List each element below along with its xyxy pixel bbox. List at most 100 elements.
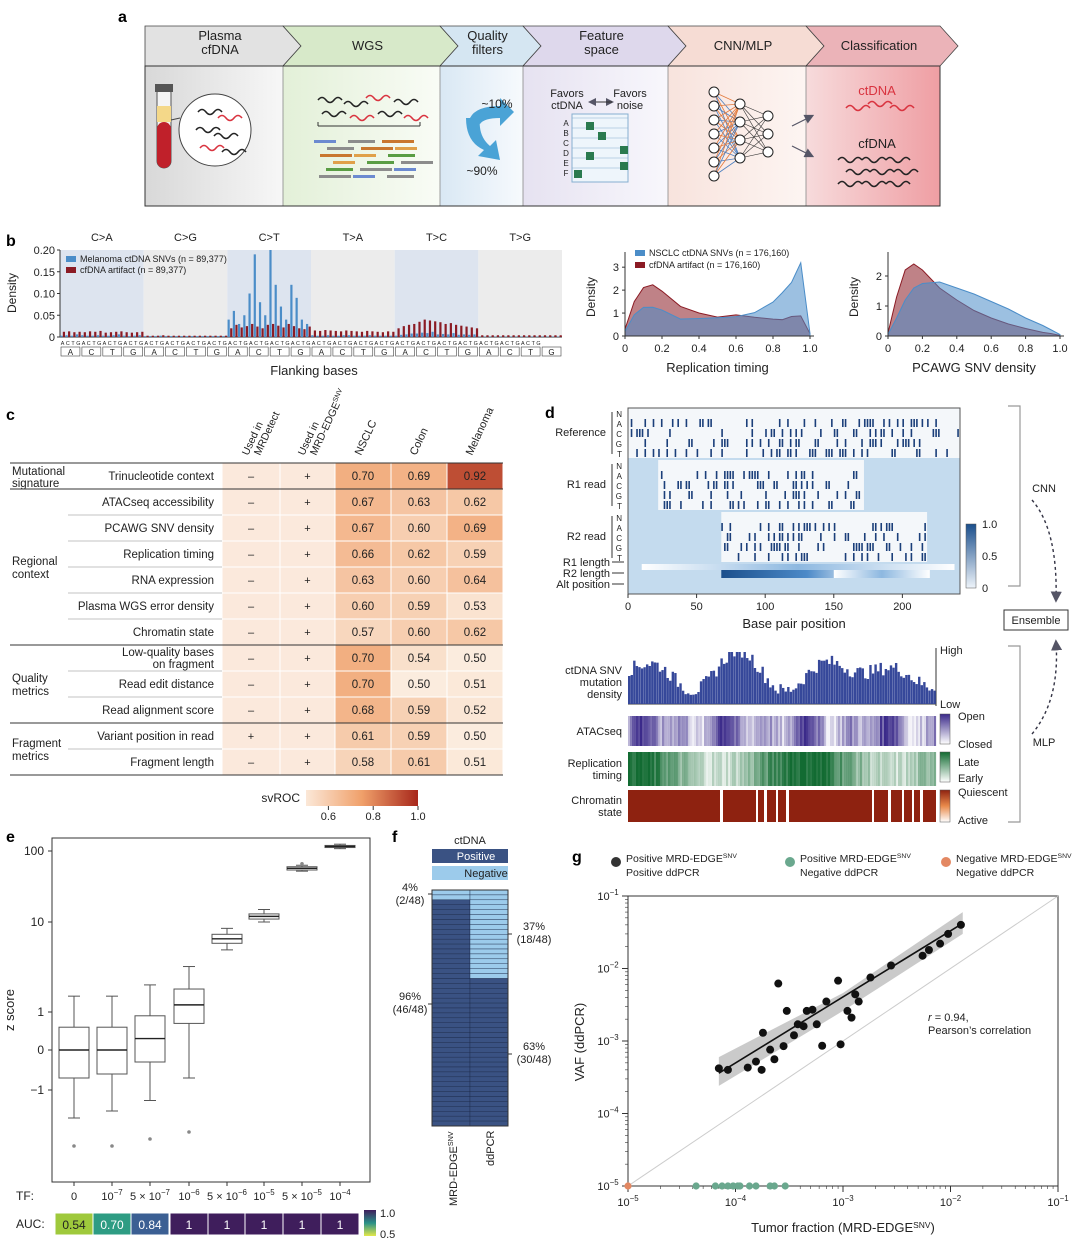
- base-mark: [844, 439, 847, 447]
- density-bar: [928, 690, 931, 704]
- bar-cfdna-artifact: [151, 335, 154, 337]
- density-bar: [848, 676, 852, 704]
- base-mark: [902, 429, 904, 437]
- atac-stripe: [864, 716, 867, 746]
- sample-cell: [431, 958, 471, 964]
- base-mark: [767, 501, 770, 509]
- bar-cfdna-artifact: [303, 329, 306, 337]
- flank-top-base: T: [448, 341, 452, 347]
- colorbar-tick-label: 1.0: [410, 811, 425, 823]
- base-mark: [798, 533, 800, 541]
- base-mark: [666, 449, 669, 457]
- bar-cfdna-artifact: [115, 331, 118, 337]
- bar-cfdna-artifact: [104, 332, 107, 337]
- replication-stripe: [750, 752, 753, 786]
- used-in-mrdetect-cell: [221, 540, 281, 568]
- base-mark: [754, 553, 756, 561]
- dna-strand-icon: [321, 110, 347, 118]
- mutation-band: [394, 250, 479, 337]
- flank-top-base: T: [469, 341, 473, 347]
- auc-bar-tick: 1.0: [380, 1208, 395, 1220]
- replication-stripe: [710, 752, 713, 786]
- sample-cell: [431, 1086, 471, 1092]
- base-mark: [688, 481, 690, 489]
- group-label: metrics: [12, 686, 49, 698]
- flank-base-box: [269, 346, 290, 357]
- sample-cell: [431, 1047, 471, 1053]
- point-pos-edge-neg-ddpcr: [724, 1182, 732, 1190]
- point-pos-edge-pos-ddpcr: [836, 1040, 845, 1049]
- base-mark: [652, 419, 655, 427]
- tf-value: 5 × 10−6: [207, 1188, 248, 1203]
- atac-stripe: [660, 716, 663, 746]
- bar-cfdna-artifact: [266, 324, 269, 337]
- x-tick-label: 0.8: [765, 343, 780, 355]
- dna-strand-icon: [197, 108, 223, 116]
- atac-stripe: [872, 716, 875, 746]
- sample-cell: [431, 1111, 471, 1117]
- class-arrow-up: [791, 114, 815, 127]
- base-mark: [844, 553, 847, 561]
- used-in-edge-cell: [279, 748, 336, 776]
- network-edge: [713, 121, 741, 149]
- bar-cfdna-artifact: [376, 331, 379, 337]
- atac-stripe: [892, 716, 895, 746]
- flank-top-base: T: [281, 341, 285, 347]
- atac-stripe: [650, 716, 653, 746]
- bar-melanoma-ctdna: [415, 333, 418, 337]
- atac-stripe: [708, 716, 711, 746]
- base-mark: [910, 543, 913, 551]
- svroc-value: 0.70: [352, 471, 374, 483]
- atac-stripe: [894, 716, 897, 746]
- svroc-value: 0.58: [352, 757, 374, 769]
- tf-value: 5 × 10−7: [130, 1188, 170, 1203]
- base-mark: [847, 533, 850, 541]
- sample-cell: [431, 934, 471, 940]
- low-label: Low: [940, 699, 960, 711]
- used-in-edge-cell: [279, 592, 336, 620]
- bottom-row-label: R1 length: [563, 557, 610, 569]
- flank-base-box: [458, 346, 478, 357]
- flank-top-base: A: [395, 341, 399, 347]
- flank-base-box: [353, 346, 374, 357]
- replication-stripe: [742, 752, 745, 786]
- atac-stripe: [760, 716, 763, 746]
- flank-base-label: A: [68, 348, 74, 357]
- base-mark: [910, 429, 913, 437]
- svroc-value: 0.62: [464, 497, 486, 509]
- bar-cfdna-artifact: [465, 326, 468, 337]
- replication-stripe: [810, 752, 813, 786]
- flank-base-label: G: [381, 348, 387, 357]
- flank-top-base: G: [160, 341, 164, 347]
- base-mark: [872, 543, 874, 551]
- flank-top-base: T: [71, 341, 75, 347]
- bar-melanoma-ctdna: [321, 335, 324, 337]
- density-bar: [638, 667, 641, 704]
- base-mark: [820, 533, 822, 541]
- replication-stripe: [902, 752, 905, 786]
- atac-stripe: [774, 716, 777, 746]
- atac-stripe: [734, 716, 737, 746]
- bar-cfdna-artifact: [136, 332, 139, 337]
- base-mark: [811, 481, 814, 489]
- atac-stripe: [652, 716, 655, 746]
- atac-stripe: [810, 716, 813, 746]
- r2-length-bar: [833, 570, 930, 578]
- base-mark: [803, 471, 806, 479]
- base-mark: [888, 523, 891, 531]
- base-mark: [765, 501, 767, 509]
- sample-cell: [431, 1101, 471, 1107]
- flank-base-box: [374, 346, 394, 357]
- atac-stripe: [826, 716, 829, 746]
- base-mark: [630, 419, 633, 427]
- flank-top-base: C: [150, 341, 154, 347]
- svroc-value: 0.70: [352, 653, 374, 665]
- atac-stripe: [934, 716, 937, 746]
- point-pos-edge-pos-ddpcr: [936, 939, 945, 948]
- sample-cell: [431, 997, 471, 1004]
- bar-melanoma-ctdna: [112, 335, 115, 337]
- flank-top-base: C: [212, 341, 216, 347]
